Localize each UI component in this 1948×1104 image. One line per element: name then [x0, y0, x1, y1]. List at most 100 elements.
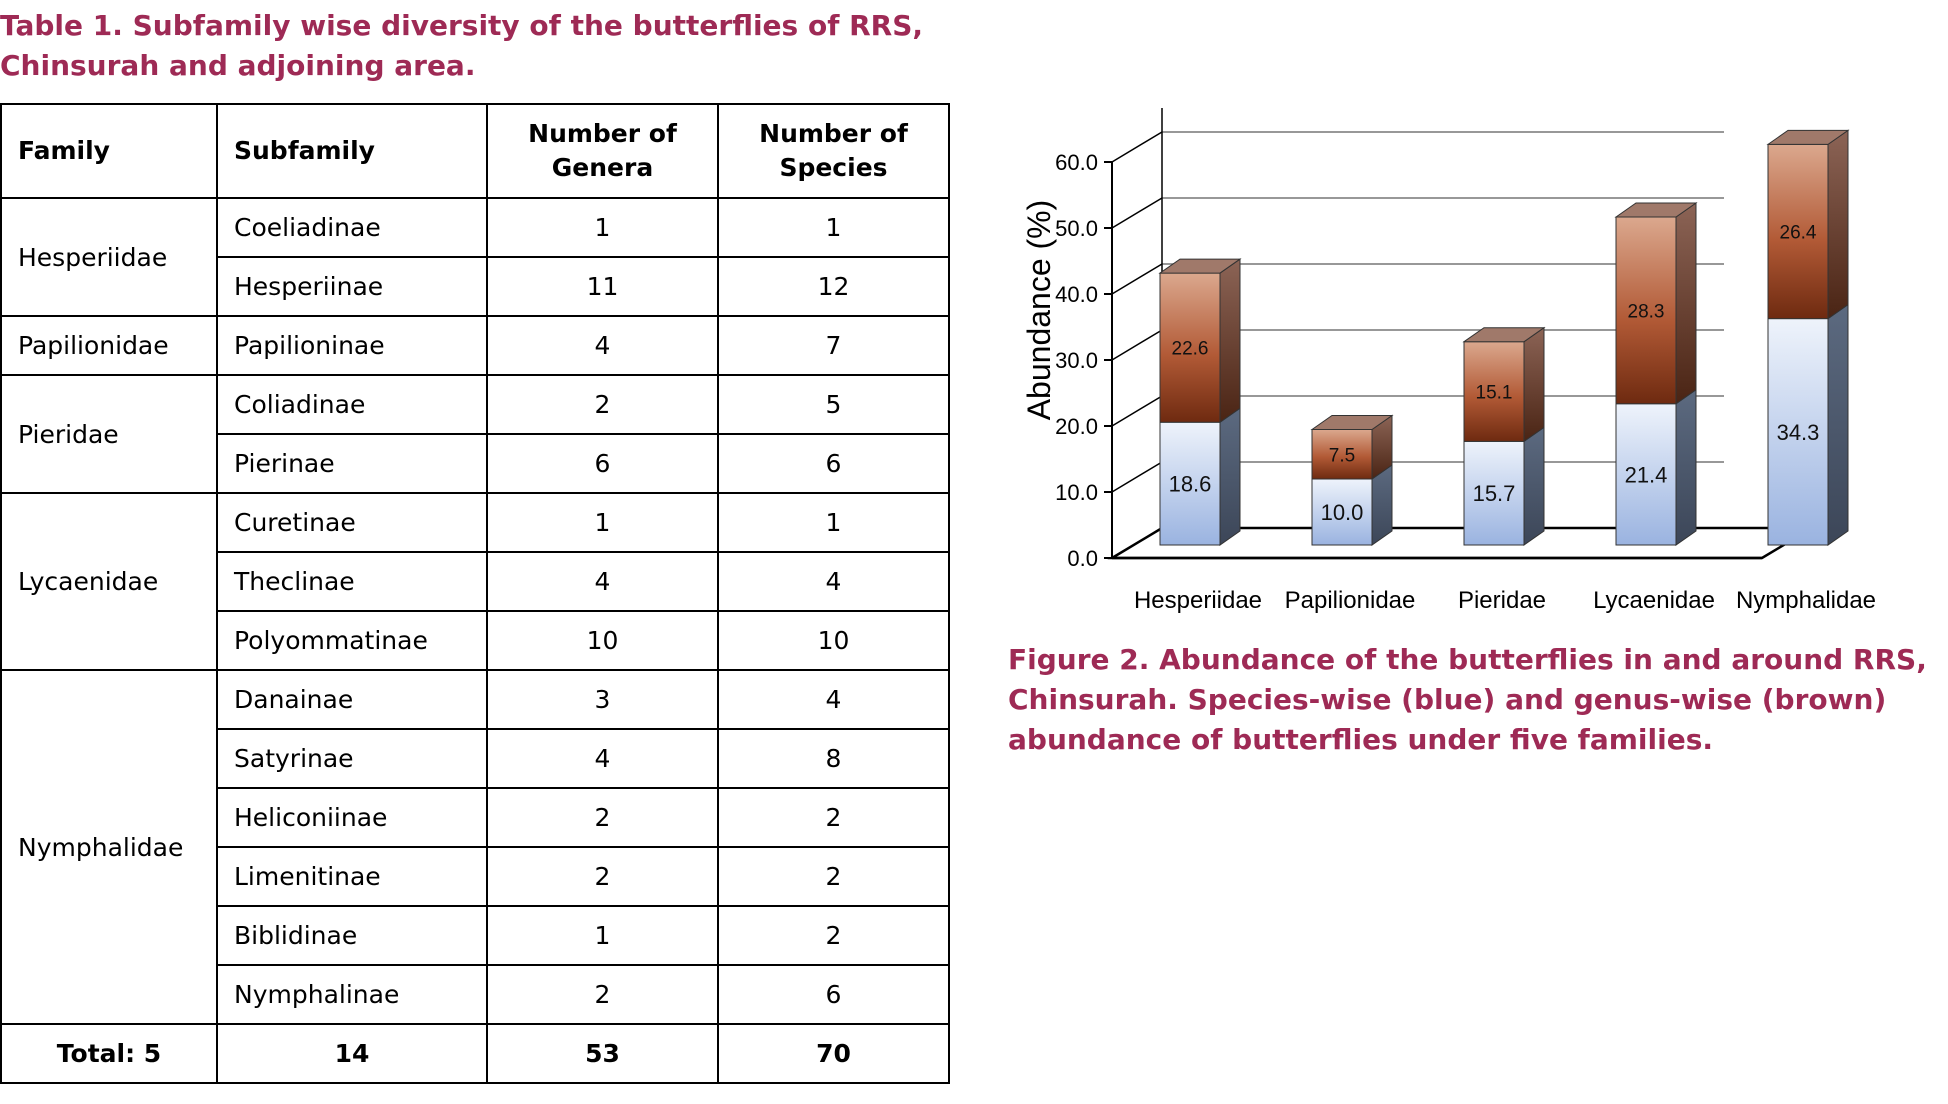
bar-side [1523, 426, 1545, 546]
x-tick-label: Pieridae [1458, 587, 1546, 614]
subfamily-cell: Nymphalinae [216, 964, 488, 1025]
table-row: Limenitinae 2 2 [1, 846, 950, 907]
y-axis-label: Abundance (%) [1021, 200, 1057, 421]
subfamily-cell: Biblidinae [216, 905, 488, 966]
table-row: Lycaenidae Curetinae 1 1 [0, 492, 950, 671]
species-cell: 4 [717, 669, 950, 730]
species-cell: 12 [717, 256, 950, 317]
genera-cell: 3 [486, 669, 719, 730]
y-tick-label: 10.0 [1055, 480, 1098, 505]
y-tick-label: 50.0 [1055, 216, 1098, 241]
bar-segment [1159, 421, 1221, 546]
genera-cell: 4 [486, 551, 719, 612]
total-species-cell: 70 [717, 1023, 950, 1084]
table-header-row: Family Subfamily Number of Genera Number … [0, 103, 950, 199]
x-tick-label: Papilionidae [1285, 587, 1416, 614]
genera-cell: 10 [486, 610, 719, 671]
genera-cell: 4 [486, 315, 719, 376]
species-cell: 10 [717, 610, 950, 671]
table-row: Theclinae 4 4 [1, 551, 950, 612]
bar-side [1675, 202, 1697, 405]
subfamily-cell: Satyrinae [216, 728, 488, 789]
y-tick-label: 20.0 [1055, 414, 1098, 439]
chart-labels: 18.6 22.6 Hesperiidae 10.0 7.5 Papilionidae 15… [1134, 223, 1876, 615]
genera-cell: 2 [486, 374, 719, 435]
gridline-depth [1111, 329, 1163, 361]
data-label-species: 18.6 [1169, 472, 1212, 497]
y-tick-label: 30.0 [1055, 348, 1098, 373]
table-row: Pierinae 6 6 [1, 433, 950, 494]
table-row: Nymphalinae 2 6 [1, 964, 950, 1025]
gridline-depth [1111, 131, 1163, 163]
species-cell: 6 [717, 433, 950, 494]
table-row: Hesperiinae 11 12 [1, 256, 950, 317]
species-cell: 4 [717, 551, 950, 612]
subfamily-cell: Heliconiinae [216, 787, 488, 848]
y-tick-label: 60.0 [1055, 150, 1098, 175]
table-row: Heliconiinae 2 2 [1, 787, 950, 848]
subfamily-cell: Curetinae [216, 492, 488, 553]
bar-top [1614, 202, 1698, 218]
bar-segment [1463, 341, 1525, 442]
header-genera: Number of Genera [486, 103, 719, 199]
bar-top [1158, 258, 1242, 274]
species-cell: 5 [717, 374, 950, 435]
bar-top [1766, 129, 1850, 145]
header-genera-line1: Number of [528, 119, 677, 148]
figure-caption: Figure 2. Abundance of the butterflies i… [1008, 643, 1927, 756]
bar-top [1310, 415, 1394, 430]
table-total-row: Total: 5 14 53 70 [0, 1023, 950, 1084]
family-cell: Hesperiidae [0, 197, 218, 317]
subfamily-cell: Limenitinae [216, 846, 488, 907]
table-row: Nymphalidae Danainae 3 4 [0, 669, 950, 1025]
header-genera-line2: Genera [551, 153, 654, 182]
header-species-line2: Species [779, 153, 888, 182]
species-cell: 1 [717, 492, 950, 553]
species-cell: 2 [717, 846, 950, 907]
bar-side [1219, 258, 1241, 424]
bar-segment [1311, 429, 1373, 480]
bar-segment [1463, 440, 1525, 546]
subfamily-cell: Hesperiinae [216, 256, 488, 317]
genera-cell: 2 [486, 964, 719, 1025]
subfamily-diversity-table: Family Subfamily Number of Genera Number … [0, 103, 950, 1084]
bar-segment [1615, 216, 1677, 405]
genera-cell: 2 [486, 846, 719, 907]
subfamily-cell: Polyommatinae [216, 610, 488, 671]
total-genera-cell: 53 [486, 1023, 719, 1084]
data-label-species: 10.0 [1321, 500, 1364, 525]
bar-segment [1159, 272, 1221, 423]
family-cell: Nymphalidae [0, 669, 218, 1025]
gridline-depth [1111, 197, 1163, 229]
genera-cell: 11 [486, 256, 719, 317]
data-label-genera: 22.6 [1172, 339, 1209, 360]
family-cell: Pieridae [0, 374, 218, 494]
bar-side [1219, 407, 1241, 546]
bar-segment [1767, 318, 1829, 546]
table-row: Biblidinae 1 2 [1, 905, 950, 966]
gridline-depth [1111, 461, 1163, 493]
genera-cell: 1 [486, 197, 719, 258]
family-cell: Lycaenidae [0, 492, 218, 671]
genera-cell: 6 [486, 433, 719, 494]
abundance-chart: 0.0 10.0 20.0 30.0 40.0 50.0 60.0 18.6 22.6 Hesp… [1021, 108, 1876, 615]
table-row: Hesperiidae Coeliadinae 1 1 [0, 197, 950, 317]
table-row: Satyrinae 4 8 [1, 728, 950, 789]
species-cell: 2 [717, 787, 950, 848]
genera-cell: 1 [486, 492, 719, 553]
x-tick-label: Nymphalidae [1736, 587, 1876, 614]
genera-cell: 4 [486, 728, 719, 789]
bar-side [1827, 129, 1849, 320]
genera-cell: 1 [486, 905, 719, 966]
total-subfamily-cell: 14 [216, 1023, 488, 1084]
table-row: Pieridae Coliadinae 2 5 [0, 374, 950, 494]
header-subfamily: Subfamily [216, 103, 488, 199]
gridline-depth [1111, 263, 1163, 295]
subfamily-cell: Coeliadinae [216, 197, 488, 258]
subfamily-cell: Papilioninae [216, 315, 488, 376]
species-cell: 7 [717, 315, 950, 376]
data-label-species: 15.7 [1473, 481, 1516, 506]
bar-side [1675, 388, 1697, 546]
bar-segment [1615, 403, 1677, 546]
x-tick-label: Hesperiidae [1134, 587, 1262, 614]
